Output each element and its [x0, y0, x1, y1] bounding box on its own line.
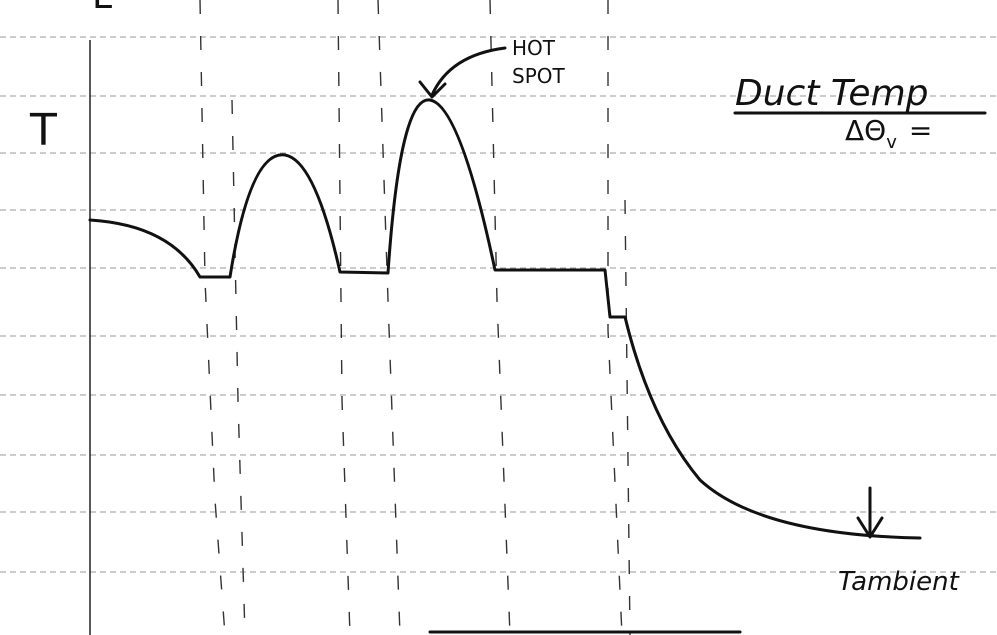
title: Duct Temp — [735, 73, 929, 114]
guide-line — [199, 0, 226, 635]
hot-spot-arrow — [418, 46, 507, 99]
ambient-arrow — [856, 486, 884, 539]
paper-rules — [0, 36, 997, 573]
axis-label: T — [29, 105, 57, 156]
guide-line — [337, 0, 351, 635]
formula-operator: = — [909, 114, 932, 147]
corner-label: L — [92, 0, 112, 17]
callout-label: SPOT — [512, 64, 565, 88]
guide-line — [377, 0, 401, 635]
guide-line — [607, 0, 623, 635]
ambient-label: Tambient — [838, 567, 960, 597]
guide-lines — [89, 0, 631, 635]
formula: ΔΘv = — [845, 114, 932, 153]
formula-subscript: v — [886, 132, 897, 153]
formula-symbol: ΔΘ — [845, 114, 886, 147]
guide-line — [624, 199, 631, 635]
temperature-curve — [88, 98, 922, 540]
callout-label: HOT — [512, 36, 556, 60]
guide-line — [489, 0, 511, 635]
guide-line — [231, 99, 246, 635]
